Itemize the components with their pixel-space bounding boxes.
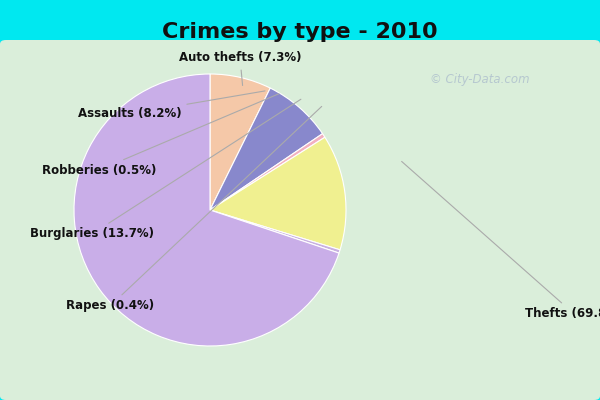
Wedge shape: [210, 88, 323, 210]
Text: Auto thefts (7.3%): Auto thefts (7.3%): [179, 52, 301, 86]
Wedge shape: [210, 210, 340, 253]
Wedge shape: [210, 134, 325, 210]
Wedge shape: [210, 137, 346, 250]
Text: Thefts (69.8%): Thefts (69.8%): [401, 162, 600, 320]
Text: Assaults (8.2%): Assaults (8.2%): [78, 91, 265, 120]
Text: Crimes by type - 2010: Crimes by type - 2010: [162, 22, 438, 42]
Text: © City-Data.com: © City-Data.com: [430, 74, 530, 86]
Wedge shape: [74, 74, 339, 346]
Text: Robberies (0.5%): Robberies (0.5%): [42, 94, 279, 176]
Text: Burglaries (13.7%): Burglaries (13.7%): [30, 99, 301, 240]
Wedge shape: [210, 74, 270, 210]
Text: Rapes (0.4%): Rapes (0.4%): [66, 106, 322, 312]
